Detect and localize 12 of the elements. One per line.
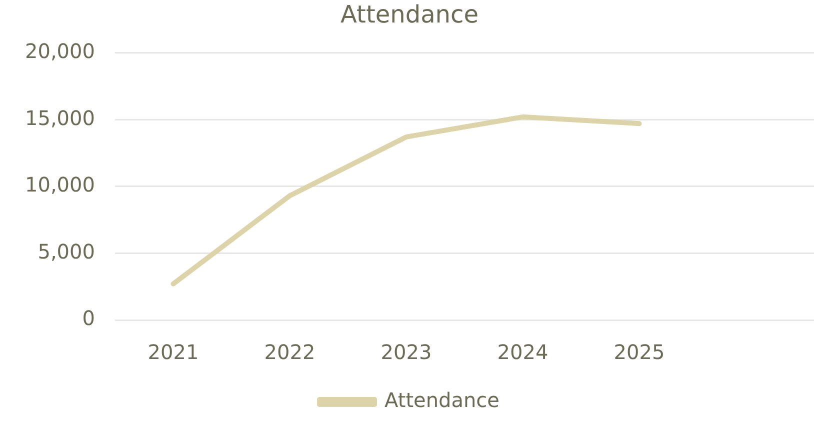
y-tick-label: 15,000 — [24, 106, 95, 130]
x-tick-label: 2023 — [380, 340, 432, 364]
x-tick-label: 2022 — [264, 340, 316, 364]
y-tick-label: 0 — [82, 306, 95, 330]
x-tick-label: 2025 — [614, 340, 665, 364]
legend-label: Attendance — [384, 388, 500, 412]
x-tick-label: 2021 — [148, 340, 199, 364]
chart-title: Attendance — [340, 0, 478, 29]
x-tick-label: 2024 — [497, 340, 548, 364]
y-tick-label: 10,000 — [24, 172, 95, 197]
y-tick-label: 5,000 — [38, 239, 95, 264]
y-tick-label: 20,000 — [24, 39, 95, 64]
